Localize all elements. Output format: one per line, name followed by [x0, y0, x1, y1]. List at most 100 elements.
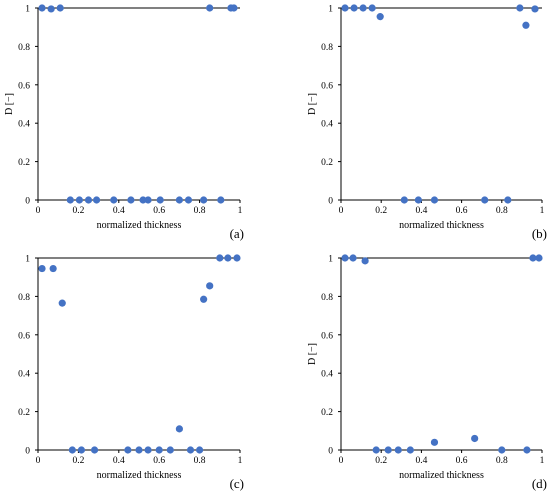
data-point: [349, 254, 357, 262]
data-point: [394, 446, 402, 454]
x-tick-label: 1: [238, 206, 243, 216]
data-point: [406, 446, 414, 454]
data-point: [196, 446, 204, 454]
data-point: [124, 446, 132, 454]
panel-label-b: (b): [532, 226, 547, 241]
data-point: [68, 446, 76, 454]
x-tick-label: 0.6: [153, 456, 165, 466]
data-point: [58, 299, 66, 307]
y-tick-label: 0.6: [18, 331, 30, 341]
data-point: [376, 13, 384, 21]
y-tick-label: 0: [328, 197, 333, 207]
y-axis-label: D [−]: [307, 93, 318, 115]
y-tick-label: 0.2: [18, 158, 30, 168]
x-tick-label: 0.8: [194, 206, 206, 216]
data-point: [155, 446, 163, 454]
panel-label-a: (a): [230, 226, 244, 241]
data-point: [341, 254, 349, 262]
x-tick-label: 0.6: [456, 456, 468, 466]
y-tick-label: 0.8: [321, 43, 333, 53]
data-point: [368, 4, 376, 12]
x-tick-label: 0: [36, 456, 41, 466]
x-axis-label: normalized thickness: [399, 470, 484, 481]
y-axis-label: D [−]: [4, 93, 15, 115]
data-point: [350, 4, 358, 12]
chart-panel-d: 0 0.2 0.4 0.6 0.8 1 0 0.2 0.4 0.6 0.8 1 normalized t…: [307, 254, 547, 491]
data-point: [471, 434, 479, 443]
y-tick-label: 0.4: [18, 370, 30, 380]
x-tick-label: 0.2: [375, 206, 387, 216]
data-point: [49, 264, 57, 273]
y-tick-label: 0.4: [18, 120, 30, 130]
data-point: [110, 196, 118, 204]
x-tick-label: 1: [238, 456, 243, 466]
y-tick-label: 0.2: [321, 158, 333, 168]
y-tick-label: 0.8: [18, 293, 30, 303]
data-point: [139, 196, 147, 204]
x-tick-label: 0.6: [153, 206, 165, 216]
data-point: [184, 196, 193, 204]
x-tick-label: 0.4: [113, 456, 125, 466]
data-point: [224, 254, 232, 262]
y-tick-label: 0.2: [321, 408, 333, 418]
data-point: [75, 196, 84, 204]
x-axis-label: normalized thickness: [97, 470, 182, 481]
y-tick-label: 0: [328, 447, 333, 457]
x-tick-label: 0: [36, 206, 41, 216]
data-point: [56, 4, 64, 12]
y-tick-label: 0.8: [18, 43, 30, 53]
data-point: [523, 446, 531, 454]
data-point: [84, 196, 93, 204]
x-tick-label: 0: [339, 456, 344, 466]
data-point: [166, 446, 174, 454]
data-point: [135, 446, 143, 454]
data-point: [529, 254, 537, 262]
data-point: [186, 446, 195, 454]
y-tick-label: 0.8: [321, 293, 333, 303]
y-tick-label: 1: [328, 255, 333, 265]
data-point: [430, 438, 439, 446]
data-point: [144, 446, 152, 454]
x-tick-label: 0.8: [194, 456, 206, 466]
data-point: [200, 295, 208, 303]
data-point: [230, 4, 238, 12]
data-point: [531, 5, 539, 13]
y-tick-label: 0.6: [321, 81, 333, 91]
data-point: [516, 4, 524, 12]
data-point: [430, 196, 439, 204]
data-point: [206, 4, 214, 12]
x-axis-label: normalized thickness: [399, 220, 484, 231]
x-tick-label: 0.8: [496, 456, 508, 466]
data-point: [384, 446, 392, 454]
data-point: [498, 446, 506, 454]
y-tick-label: 1: [25, 255, 30, 265]
x-tick-label: 0.4: [113, 206, 125, 216]
x-tick-label: 0.4: [415, 206, 427, 216]
data-point: [200, 196, 208, 204]
data-point: [38, 4, 46, 12]
data-point: [535, 254, 543, 262]
x-tick-label: 1: [540, 456, 545, 466]
data-point: [175, 425, 183, 433]
y-tick-label: 0: [25, 447, 30, 457]
data-point: [481, 196, 489, 204]
data-point: [216, 254, 224, 262]
panel-label-c: (c): [230, 476, 244, 491]
y-tick-label: 1: [328, 5, 333, 15]
data-point: [144, 196, 152, 204]
data-point: [504, 196, 512, 204]
panel-label-d: (d): [532, 476, 547, 491]
x-tick-label: 0.2: [72, 456, 84, 466]
data-point: [38, 264, 46, 273]
data-point: [341, 4, 349, 12]
data-point: [522, 21, 530, 29]
chart-panel-a: 0 0.2 0.4 0.6 0.8 1 0 0.2 0.4 0.6 0.8 1 normalized t…: [4, 4, 244, 241]
y-axis-label: D [−]: [307, 343, 318, 365]
data-point: [217, 196, 225, 204]
x-tick-label: 1: [540, 206, 545, 216]
y-tick-label: 0.6: [321, 331, 333, 341]
chart-panel-c: 0 0.2 0.4 0.6 0.8 1 0 0.2 0.4 0.6 0.8 1 normalized t…: [18, 254, 244, 491]
data-point: [372, 446, 380, 454]
data-point: [206, 282, 214, 290]
